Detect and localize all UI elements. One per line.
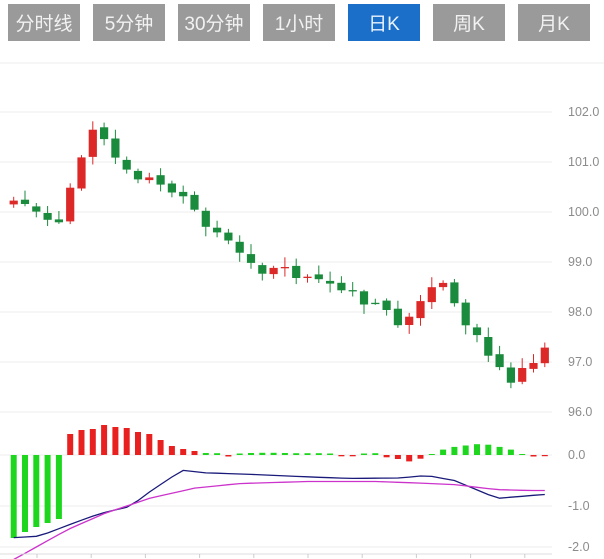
svg-text:99.0: 99.0 [568,255,592,269]
svg-text:-2.0: -2.0 [568,540,590,554]
svg-text:-1.0: -1.0 [568,499,590,513]
svg-text:97.0: 97.0 [568,355,592,369]
svg-text:100.0: 100.0 [568,205,599,219]
svg-text:96.0: 96.0 [568,405,592,419]
svg-text:102.0: 102.0 [568,105,599,119]
svg-text:98.0: 98.0 [568,305,592,319]
svg-text:101.0: 101.0 [568,155,599,169]
svg-text:0.0: 0.0 [568,448,585,462]
